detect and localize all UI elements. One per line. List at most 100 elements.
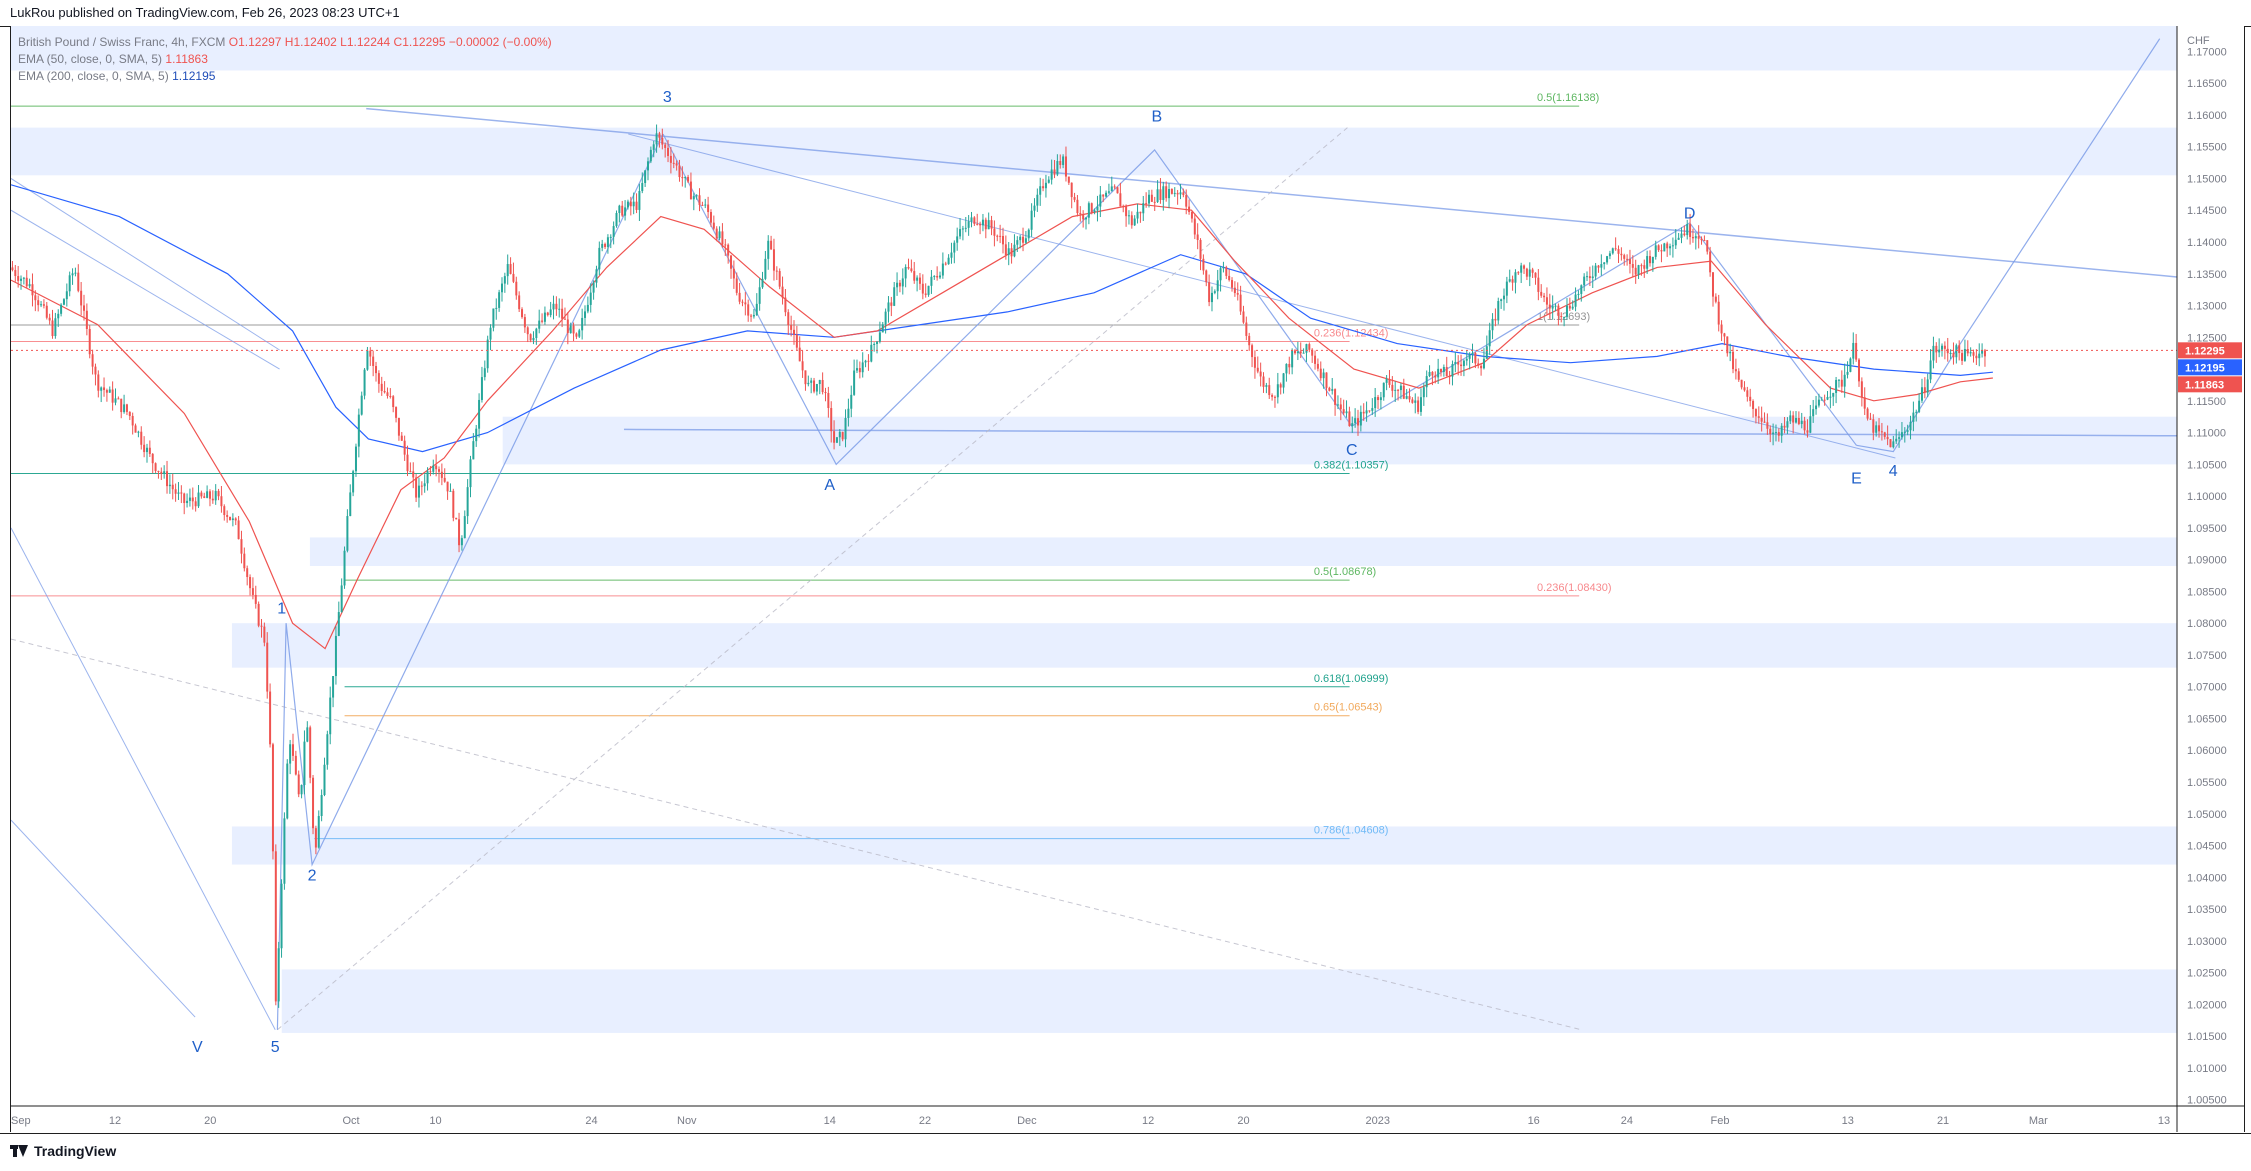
wave-path-1 [662,133,1857,466]
candle-body [1328,387,1331,391]
candle-body [738,292,741,302]
zone-2 [502,416,2177,465]
candle-body [183,493,186,504]
candle-body [1783,425,1786,428]
candle-body [1571,306,1574,309]
y-tick-label: 1.09000 [2187,555,2227,567]
candle-body [1938,349,1941,353]
candle-body [1631,264,1634,268]
candle-body [604,243,607,247]
candle-body [1671,245,1674,247]
candle-body [420,485,423,487]
candle-body [1932,345,1935,361]
candle-body [512,273,515,282]
candle-body [1053,169,1056,175]
candle-body [1276,384,1279,398]
candle-body [618,205,621,213]
candle-body [1723,333,1726,337]
wave-path-0 [276,133,664,1030]
candle-body [509,264,512,274]
candle-body [1531,269,1534,273]
candle-body [1809,416,1812,433]
candle-body [1978,353,1981,359]
price-chart[interactable]: 0.5(1.16138)0.236(1.12434)1(1.12693)0.38… [11,26,2244,1132]
candle-body [395,407,398,418]
candle-body [853,370,856,395]
legend-ema50-label[interactable]: EMA (50, close, 0, SMA, 5) [18,52,163,66]
candle-body [186,500,189,504]
x-tick-label: 24 [585,1115,597,1127]
candle-body [586,304,589,312]
candle-body [735,278,738,293]
candle-body [752,314,755,317]
candle-body [1963,349,1966,361]
candle-body [1010,248,1013,257]
wave-labels: V 5 1 2 3 A B C D E 4 [192,89,1898,1056]
candle-body [658,133,661,138]
candle-body [987,220,990,230]
candle-body [1611,248,1614,254]
candle-body [813,380,816,392]
candle-body [824,392,827,394]
support-resistance-zones [11,26,2178,1033]
y-tick-label: 1.13000 [2187,301,2227,313]
candle-body [243,553,246,569]
candle-body [626,201,629,208]
candle-body [1740,379,1743,388]
candle-body [1780,425,1783,436]
candle-body [1883,432,1886,437]
candle-body [1428,371,1431,377]
candle-body [1170,188,1173,194]
price-axis-bg [2177,26,2244,1132]
zone-5 [231,826,2177,865]
tradingview-logo[interactable]: TradingView [10,1140,116,1162]
candle-body [1431,371,1434,376]
chart-area[interactable]: 0.5(1.16138) 0.236(1.12434) 1(1.12693) 0.38… [10,26,2245,1132]
y-tick-label: 1.07500 [2187,650,2227,662]
candle-body [947,257,950,265]
candle-body [125,404,128,412]
publisher-text: LukRou published on TradingView.com, Feb… [10,5,400,20]
candle-body [1875,425,1878,433]
candle-body [377,373,380,384]
candle-body [1147,194,1150,204]
candle-body [1689,224,1692,237]
candle-body [830,408,833,432]
candle-body [898,282,901,287]
candle-body [578,330,581,337]
candle-body [88,328,91,355]
legend-ema200-label[interactable]: EMA (200, close, 0, SMA, 5) [18,69,169,83]
candle-body [143,444,146,453]
candle-body [1508,279,1511,282]
legend-symbol[interactable]: British Pound / Swiss Franc, 4h, FXCM [18,35,226,49]
candle-body [211,498,214,501]
candle-body [254,594,257,604]
candle-body [1540,291,1543,296]
candle-body [1153,201,1156,203]
candle-body [97,374,100,391]
candle-body [1869,418,1872,420]
candle-body [449,490,452,492]
candle-body [1419,397,1422,412]
candle-body [1857,359,1860,382]
candle-body [1969,352,1972,354]
candle-body [1279,384,1282,388]
y-tick-label: 1.14500 [2187,205,2227,217]
candle-body [1981,350,1984,354]
y-tick-label: 1.02000 [2187,999,2227,1011]
candle-body [1039,186,1042,195]
candle-body [927,285,930,295]
candle-body [363,369,366,396]
candle-body [283,818,286,884]
candle-body [592,282,595,293]
candle-body [546,312,549,316]
candle-body [541,320,544,322]
candle-body [641,183,644,192]
candle-body [1760,417,1763,422]
candle-body [1368,410,1371,412]
candle-body [1150,194,1153,202]
candle-body [1273,396,1276,398]
candle-body [440,471,443,478]
candle-body [767,240,770,259]
candle-body [1397,389,1400,391]
